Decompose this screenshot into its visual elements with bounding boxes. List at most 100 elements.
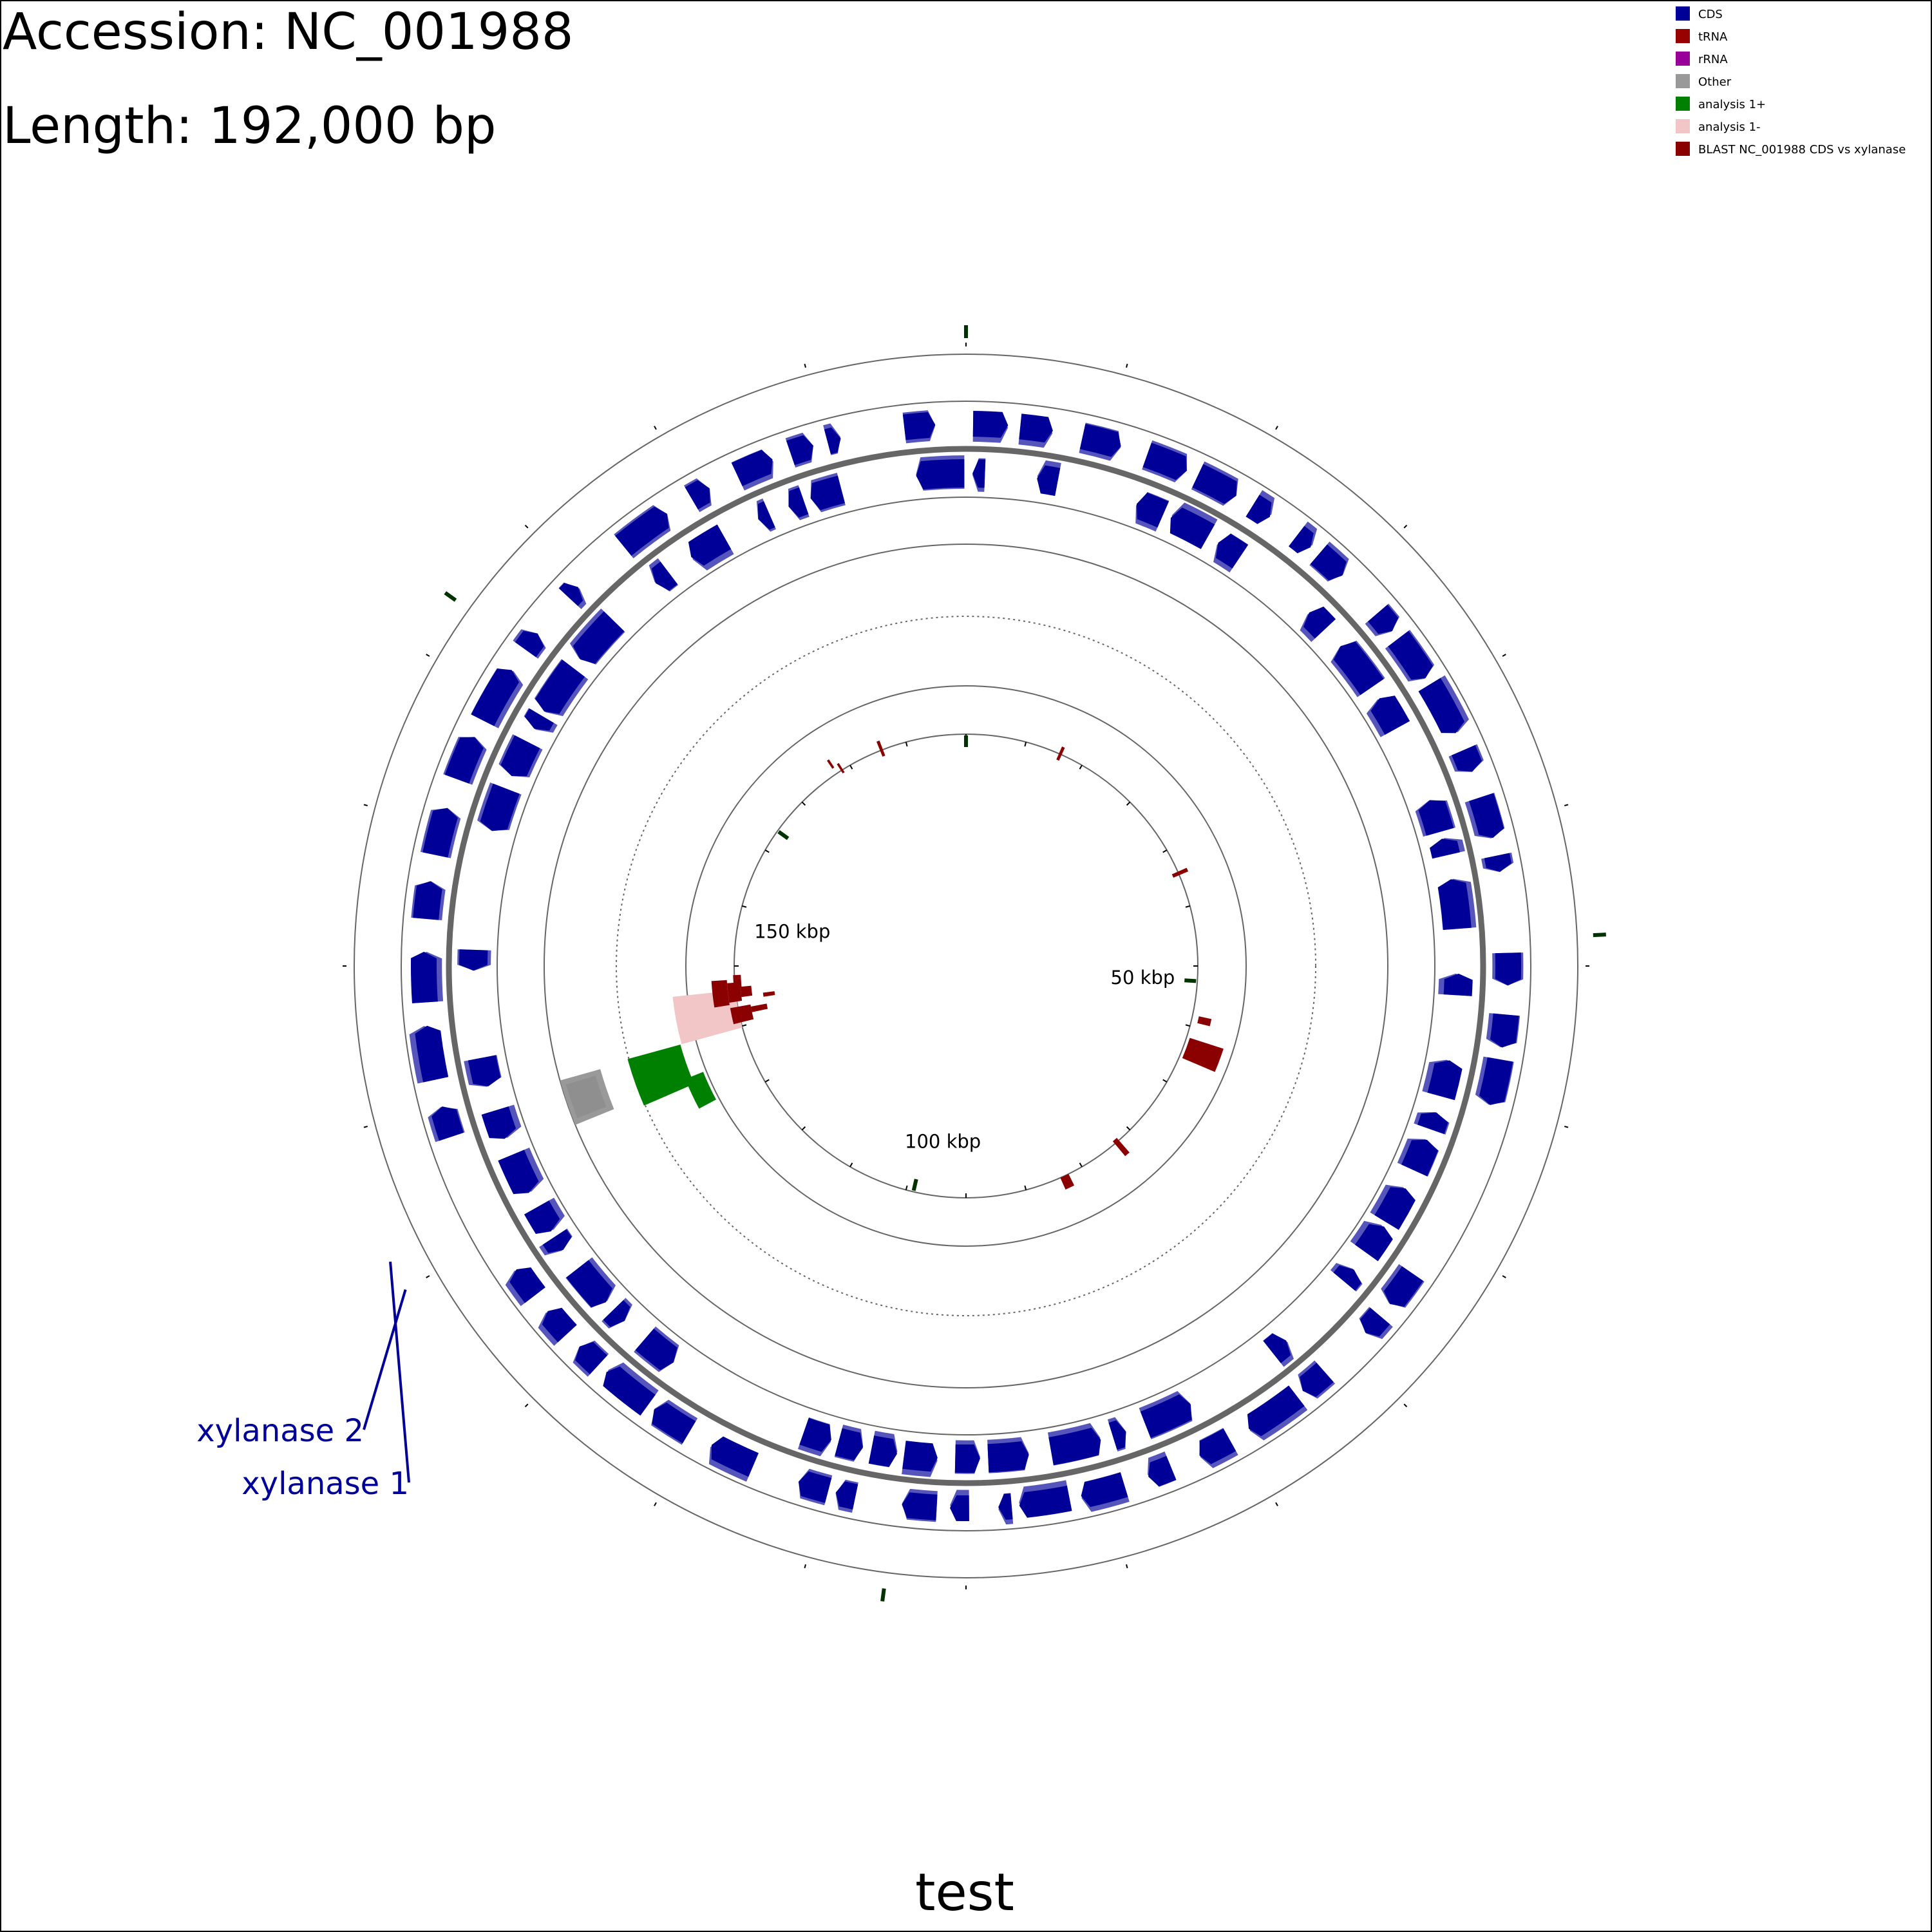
- cds-feature: [1108, 1420, 1126, 1450]
- outer-tick: [1275, 1502, 1278, 1506]
- ruler-label: 150 kbp: [754, 920, 830, 942]
- cds-feature: [411, 951, 438, 1003]
- cds-feature: [685, 480, 710, 510]
- outer-tick: [1502, 1275, 1506, 1278]
- outer-marker: [880, 1588, 886, 1602]
- inner-tick: [764, 849, 770, 853]
- legend-label: analysis 1-: [1698, 120, 1761, 134]
- cds-feature: [1443, 973, 1473, 996]
- cds-feature: [1037, 465, 1061, 496]
- inner-tick: [1162, 1079, 1168, 1083]
- inner-tick: [1024, 742, 1027, 747]
- cds-feature: [1300, 1362, 1334, 1397]
- legend: CDS tRNA rRNA Other analysis 1+ analysis 1- BL…: [1676, 6, 1906, 156]
- cds-feature: [1383, 1266, 1423, 1307]
- outer-marker: [444, 591, 457, 602]
- cds-feature: [954, 1444, 980, 1473]
- blast-hit: [1060, 1173, 1075, 1190]
- cds-feature: [413, 881, 442, 920]
- cds-feature: [902, 412, 936, 440]
- cds-feature: [1495, 952, 1521, 986]
- blast-hit: [750, 1003, 768, 1012]
- cds-feature: [835, 1428, 863, 1461]
- blast-hits-track: [711, 740, 1224, 1190]
- blast-hit: [733, 974, 742, 989]
- analysis-plus-block: [627, 1044, 694, 1106]
- cds-feature: [1140, 1394, 1192, 1438]
- inner-tick: [1185, 1024, 1190, 1027]
- cds-feature: [1303, 607, 1336, 639]
- legend-label: analysis 1+: [1698, 98, 1766, 111]
- blast-hit: [1182, 1037, 1224, 1072]
- outer-tick: [804, 1564, 806, 1569]
- analysis-plus-block: [685, 1072, 716, 1109]
- cds-feature: [566, 1260, 612, 1308]
- track-ring: [401, 401, 1531, 1531]
- cds-feature: [1427, 1060, 1463, 1101]
- track-ring: [685, 685, 1247, 1247]
- cds-feature: [835, 1481, 858, 1510]
- cds-feature: [500, 735, 540, 777]
- cds-feature: [603, 1366, 656, 1416]
- inner-tick: [849, 1162, 853, 1168]
- cds-feature: [573, 611, 625, 664]
- outer-tick: [1502, 654, 1506, 657]
- cds-feature: [575, 1341, 608, 1375]
- cds-feature: [444, 737, 484, 784]
- legend-swatch: [1676, 74, 1690, 88]
- cds-feature: [810, 475, 846, 511]
- cds-feature: [798, 1471, 832, 1503]
- cds-feature: [1247, 1385, 1305, 1437]
- inner-tick: [1079, 764, 1083, 770]
- ruler-labels: 50 kbp 100 kbp 150 kbp: [754, 920, 1175, 1152]
- cds-feature: [1079, 424, 1121, 457]
- cds-feature: [868, 1435, 897, 1467]
- outer-tick: [363, 1126, 368, 1128]
- length-label: Length: 192,000 bp: [3, 97, 496, 155]
- cds-feature: [459, 949, 488, 971]
- dotted-ring: [616, 616, 1316, 1316]
- cds-feature: [524, 708, 554, 731]
- blast-hit: [730, 1004, 754, 1025]
- cds-feature: [535, 659, 585, 714]
- cds-feature: [786, 435, 813, 466]
- cds-feature: [1142, 442, 1187, 480]
- cds-feature: [788, 487, 809, 518]
- blast-hit: [1197, 1016, 1212, 1027]
- feature-labels: xylanase 2 xylanase 1: [196, 1262, 410, 1502]
- legend-swatch: [1676, 29, 1690, 43]
- cds-feature: [1215, 533, 1249, 569]
- cds-feature: [1019, 1485, 1072, 1518]
- cds-feature: [480, 783, 520, 831]
- cds-feature: [757, 501, 775, 530]
- legend-swatch: [1676, 52, 1690, 66]
- cds-feature: [1048, 1428, 1101, 1466]
- outer-tick: [1564, 1126, 1569, 1128]
- feature-label: xylanase 1: [242, 1466, 409, 1502]
- feature-leader-line: [389, 1262, 410, 1483]
- cds-feature: [509, 1267, 545, 1303]
- cds-forward-track: [409, 410, 1524, 1525]
- map-title: test: [915, 1862, 1014, 1922]
- cds-feature: [1418, 677, 1464, 734]
- cds-feature: [824, 427, 841, 455]
- other-feature-track: [560, 1069, 614, 1125]
- inner-marker: [1184, 978, 1197, 983]
- feature-label: xylanase 2: [196, 1413, 364, 1449]
- outer-tick: [363, 804, 368, 806]
- cds-feature: [987, 1441, 1029, 1473]
- inner-tick: [764, 1079, 770, 1083]
- track-ring: [497, 497, 1435, 1435]
- cds-feature: [415, 1025, 449, 1083]
- blast-hit: [1112, 1137, 1130, 1157]
- cds-feature: [1401, 1139, 1439, 1177]
- outer-tick: [524, 524, 529, 529]
- cds-feature: [1469, 793, 1504, 838]
- inner-tick: [849, 764, 853, 770]
- inner-tick: [1185, 905, 1190, 908]
- cds-feature: [731, 450, 773, 486]
- cds-feature: [1417, 1112, 1448, 1135]
- inner-tick: [905, 1185, 908, 1190]
